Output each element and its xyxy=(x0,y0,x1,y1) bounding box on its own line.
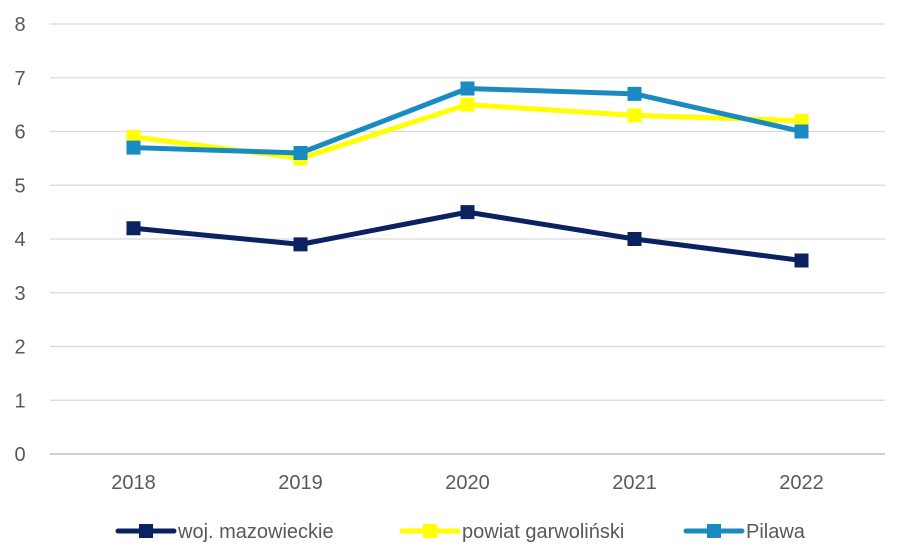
legend: woj. mazowieckie powiat garwoliński Pilawa xyxy=(115,521,806,543)
data-point-marker xyxy=(460,97,475,112)
data-point-marker xyxy=(460,81,475,96)
y-axis-ticks: 0 1 2 3 4 5 6 7 8 xyxy=(14,14,25,466)
data-point-marker xyxy=(126,221,141,236)
data-point-marker xyxy=(293,237,308,252)
y-tick-label: 2 xyxy=(14,337,25,359)
series-3 xyxy=(126,81,809,160)
legend-marker xyxy=(423,524,437,538)
series-layer xyxy=(126,81,809,268)
data-point-marker xyxy=(627,108,642,123)
legend-label: woj. mazowieckie xyxy=(177,521,334,542)
x-tick-label: 2019 xyxy=(278,472,323,494)
x-tick-label: 2022 xyxy=(779,472,824,494)
data-point-marker xyxy=(627,86,642,101)
x-tick-label: 2018 xyxy=(111,472,156,494)
grid-layer xyxy=(50,23,885,455)
x-tick-label: 2020 xyxy=(445,472,490,494)
y-tick-label: 8 xyxy=(14,14,25,36)
y-tick-label: 4 xyxy=(14,229,25,251)
legend-label: Pilawa xyxy=(746,521,806,542)
legend-item: powiat garwoliński xyxy=(399,521,624,543)
data-point-marker xyxy=(126,129,141,144)
data-point-marker xyxy=(126,140,141,155)
legend-item: Pilawa xyxy=(683,521,806,543)
legend-marker xyxy=(139,524,153,538)
data-point-marker xyxy=(794,124,809,139)
data-point-marker xyxy=(293,146,308,160)
legend-marker xyxy=(707,524,721,538)
series-line xyxy=(131,209,804,263)
data-point-marker xyxy=(627,232,642,246)
data-point-marker xyxy=(794,113,809,128)
y-tick-label: 0 xyxy=(14,444,25,466)
data-point-marker xyxy=(460,205,475,220)
y-tick-label: 6 xyxy=(14,122,25,144)
legend-item: woj. mazowieckie xyxy=(115,521,334,543)
x-axis-ticks: 2018 2019 2020 2021 2022 xyxy=(111,472,824,494)
data-point-marker xyxy=(794,253,809,268)
y-tick-label: 3 xyxy=(14,283,25,305)
y-tick-label: 7 xyxy=(14,68,25,90)
x-tick-label: 2021 xyxy=(612,472,657,494)
series-1 xyxy=(126,205,809,268)
y-tick-label: 1 xyxy=(14,390,25,412)
legend-label: powiat garwoliński xyxy=(462,521,624,542)
y-tick-label: 5 xyxy=(14,175,25,197)
